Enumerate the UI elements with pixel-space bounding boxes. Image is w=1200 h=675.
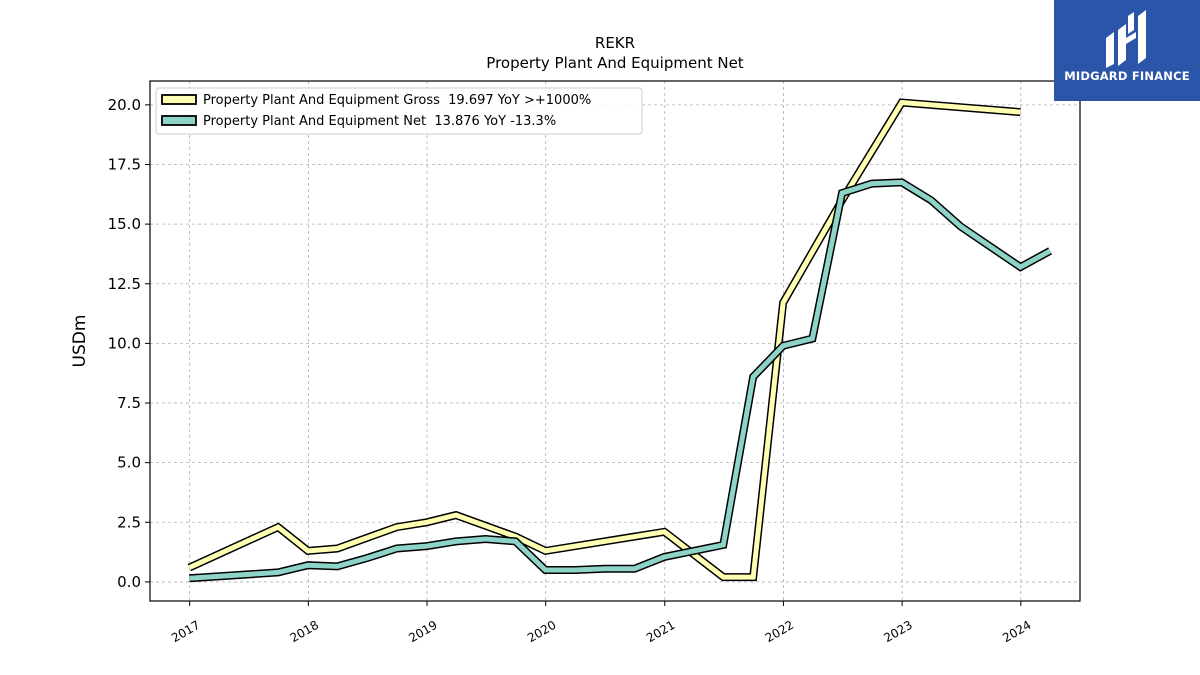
- chart-title: REKR: [595, 34, 635, 52]
- x-tick-label: 2022: [763, 618, 796, 645]
- y-tick-label: 10.0: [108, 334, 141, 352]
- grid-lines: [150, 81, 1080, 601]
- midgard-logo-icon: [1106, 10, 1146, 68]
- y-tick-label: 7.5: [117, 394, 141, 412]
- legend-box: [155, 87, 643, 135]
- legend-swatch-net: [161, 115, 197, 126]
- series-line-1: [189, 179, 1052, 581]
- plot-frame: [149, 80, 1081, 602]
- x-tick-label: 2020: [525, 618, 558, 645]
- logo-text: MIDGARD FINANCE: [1064, 69, 1190, 83]
- series-outline-1: [189, 178, 1053, 583]
- legend-label-net: Property Plant And Equipment Net 13.876 …: [203, 114, 556, 129]
- series-lines: [187, 98, 1053, 583]
- series-line-0: [188, 99, 1021, 580]
- x-tick-label: 2024: [1000, 618, 1033, 645]
- x-tick-label: 2021: [644, 618, 677, 645]
- y-tick-label: 0.0: [117, 573, 141, 591]
- legend-swatch-gross: [161, 94, 197, 105]
- y-tick-label: 20.0: [108, 96, 141, 114]
- y-tick-label: 2.5: [117, 513, 141, 531]
- x-tick-label: 2019: [406, 618, 439, 645]
- legend-label-gross: Property Plant And Equipment Gross 19.69…: [203, 93, 591, 108]
- y-tick-label: 5.0: [117, 454, 141, 472]
- x-tick-label: 2017: [169, 618, 202, 645]
- chart-subtitle: Property Plant And Equipment Net: [486, 54, 743, 72]
- y-axis-label: USDm: [70, 315, 90, 368]
- series-outline-0: [187, 98, 1021, 582]
- x-tick-label: 2023: [881, 618, 914, 645]
- x-tick-label: 2018: [288, 618, 321, 645]
- midgard-finance-logo: MIDGARD FINANCE: [1054, 0, 1200, 101]
- y-tick-label: 15.0: [108, 215, 141, 233]
- y-tick-label: 17.5: [108, 155, 141, 173]
- legend: Property Plant And Equipment Gross 19.69…: [155, 87, 643, 135]
- y-tick-label: 12.5: [108, 275, 141, 293]
- axis-ticks: 2017 2018 2019 2020 2021 2022 2023 2024 0.0 2.5 5.…: [108, 96, 1034, 645]
